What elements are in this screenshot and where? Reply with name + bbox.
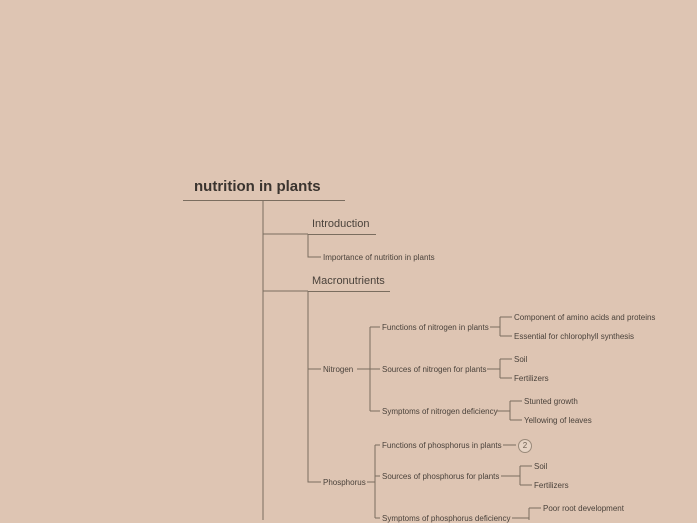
node-n-src-soil: Soil: [514, 355, 527, 364]
node-n-func-amino: Component of amino acids and proteins: [514, 313, 655, 322]
node-n-def-stunt: Stunted growth: [524, 397, 578, 406]
root-title: nutrition in plants: [194, 178, 321, 195]
underline-introduction: [308, 234, 376, 235]
node-nitrogen: Nitrogen: [323, 365, 353, 374]
node-p-def-root: Poor root development: [543, 504, 624, 513]
connector-line: [308, 234, 321, 257]
root-underline: [183, 200, 345, 201]
connector-line: [308, 291, 321, 369]
node-n-def: Symptoms of nitrogen deficiency: [382, 407, 498, 416]
node-n-func-chloro: Essential for chlorophyll synthesis: [514, 332, 634, 341]
node-p-src-soil: Soil: [534, 462, 547, 471]
node-p-def: Symptoms of phosphorus deficiency: [382, 514, 511, 523]
node-n-src-fert: Fertilizers: [514, 374, 549, 383]
node-n-def-yellow: Yellowing of leaves: [524, 416, 592, 425]
node-n-func: Functions of nitrogen in plants: [382, 323, 489, 332]
badge-p-func: 2: [518, 439, 532, 453]
node-p-src: Sources of phosphorus for plants: [382, 472, 499, 481]
node-n-src: Sources of nitrogen for plants: [382, 365, 487, 374]
node-intro-importance: Importance of nutrition in plants: [323, 253, 435, 262]
node-introduction: Introduction: [312, 218, 369, 230]
underline-macronutrients: [308, 291, 390, 292]
node-macronutrients: Macronutrients: [312, 275, 385, 287]
connector-line: [308, 369, 321, 482]
node-p-src-fert: Fertilizers: [534, 481, 569, 490]
node-p-func: Functions of phosphorus in plants: [382, 441, 502, 450]
node-phosphorus: Phosphorus: [323, 478, 366, 487]
